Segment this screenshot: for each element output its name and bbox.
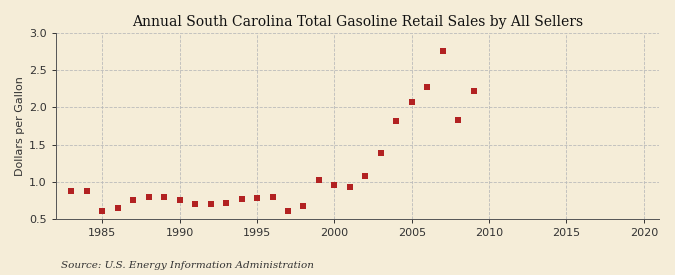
- Point: [205, 202, 216, 206]
- Point: [437, 49, 448, 53]
- Point: [406, 100, 417, 104]
- Point: [97, 208, 108, 213]
- Point: [113, 206, 124, 210]
- Point: [344, 185, 355, 189]
- Point: [159, 194, 169, 199]
- Point: [174, 197, 185, 202]
- Point: [391, 119, 402, 123]
- Point: [236, 197, 247, 201]
- Point: [82, 188, 92, 193]
- Point: [66, 188, 77, 193]
- Point: [375, 151, 386, 156]
- Point: [329, 183, 340, 188]
- Point: [360, 174, 371, 178]
- Point: [298, 204, 309, 208]
- Point: [267, 195, 278, 200]
- Point: [283, 208, 294, 213]
- Point: [221, 201, 232, 205]
- Point: [422, 85, 433, 89]
- Point: [468, 89, 479, 93]
- Text: Source: U.S. Energy Information Administration: Source: U.S. Energy Information Administ…: [61, 260, 314, 270]
- Point: [252, 196, 263, 200]
- Point: [190, 202, 200, 206]
- Y-axis label: Dollars per Gallon: Dollars per Gallon: [15, 76, 25, 176]
- Point: [314, 177, 325, 182]
- Point: [453, 118, 464, 122]
- Point: [143, 195, 154, 200]
- Title: Annual South Carolina Total Gasoline Retail Sales by All Sellers: Annual South Carolina Total Gasoline Ret…: [132, 15, 583, 29]
- Point: [128, 198, 138, 203]
